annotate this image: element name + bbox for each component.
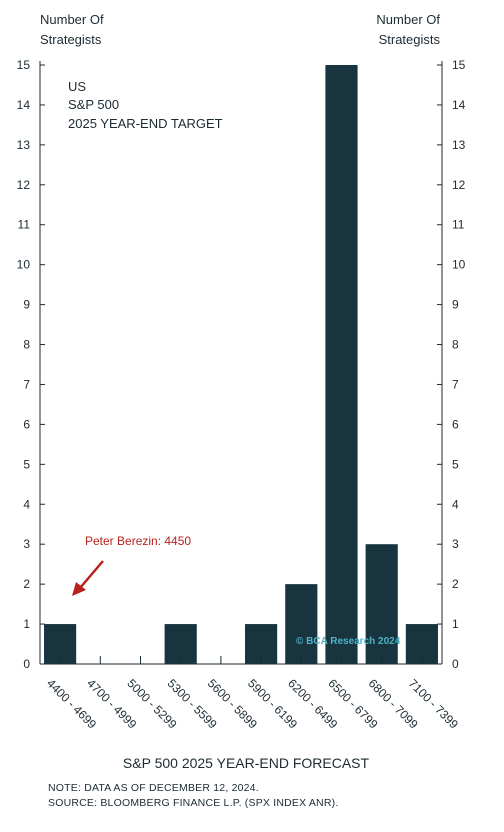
y-tick-label-left: 7 — [23, 377, 30, 391]
y-tick-label-left: 10 — [17, 258, 31, 272]
y-tick-label-right: 8 — [452, 338, 459, 352]
y-tick-label-right: 11 — [452, 218, 465, 232]
y-tick-label-left: 8 — [23, 338, 30, 352]
y-tick-label-right: 9 — [452, 298, 459, 312]
y-tick-label-right: 6 — [452, 417, 459, 431]
right-axis-title-line-1: Number Of — [376, 12, 440, 27]
right-axis-title-line-2: Strategists — [379, 32, 441, 47]
y-tick-label-left: 1 — [23, 617, 30, 631]
y-tick-label-right: 7 — [452, 377, 459, 391]
title-line-3: 2025 YEAR-END TARGET — [68, 116, 223, 131]
y-tick-label-left: 13 — [17, 138, 31, 152]
y-tick-label-left: 5 — [23, 457, 30, 471]
source-line: SOURCE: BLOOMBERG FINANCE L.P. (SPX INDE… — [48, 797, 338, 809]
y-tick-label-right: 12 — [452, 178, 466, 192]
y-tick-label-left: 0 — [23, 657, 30, 671]
y-tick-label-right: 13 — [452, 138, 466, 152]
y-tick-label-right: 10 — [452, 258, 466, 272]
note-line: NOTE: DATA AS OF DECEMBER 12, 2024. — [48, 782, 259, 794]
y-tick-label-left: 6 — [23, 417, 30, 431]
axis-titles: Number Of Strategists Number Of Strategi… — [40, 12, 440, 47]
left-axis-title-line-1: Number Of — [40, 12, 104, 27]
chart-title: US S&P 500 2025 YEAR-END TARGET — [68, 79, 223, 131]
y-tick-label-right: 3 — [452, 537, 459, 551]
y-tick-label-left: 11 — [18, 218, 31, 232]
y-tick-label-right: 2 — [452, 577, 459, 591]
annotation-arrow-head — [72, 582, 86, 596]
title-line-2: S&P 500 — [68, 97, 119, 112]
bar — [325, 65, 358, 664]
left-axis-title-line-2: Strategists — [40, 32, 102, 47]
bar — [365, 544, 398, 664]
y-tick-label-left: 3 — [23, 537, 30, 551]
y-tick-label-left: 9 — [23, 298, 30, 312]
y-tick-label-left: 15 — [17, 58, 31, 72]
y-tick-label-left: 4 — [23, 497, 30, 511]
bar — [285, 584, 318, 664]
y-tick-label-right: 0 — [452, 657, 459, 671]
annotation: Peter Berezin: 4450 — [72, 534, 191, 596]
annotation-text: Peter Berezin: 4450 — [85, 534, 191, 548]
bars — [44, 65, 438, 664]
title-line-1: US — [68, 79, 86, 94]
annotation-arrow-line — [79, 560, 104, 589]
y-tick-label-left: 12 — [17, 178, 31, 192]
y-tick-label-left: 14 — [17, 98, 31, 112]
y-tick-label-right: 1 — [452, 617, 459, 631]
y-tick-label-right: 14 — [452, 98, 466, 112]
watermark: © BCA Research 2024 — [296, 636, 401, 647]
y-tick-label-right: 4 — [452, 497, 459, 511]
y-tick-label-left: 2 — [23, 577, 30, 591]
watermark-text: © BCA Research 2024 — [296, 636, 401, 647]
y-tick-label-right: 5 — [452, 457, 459, 471]
x-axis-title: S&P 500 2025 YEAR-END FORECAST — [123, 755, 370, 771]
y-tick-label-right: 15 — [452, 58, 466, 72]
